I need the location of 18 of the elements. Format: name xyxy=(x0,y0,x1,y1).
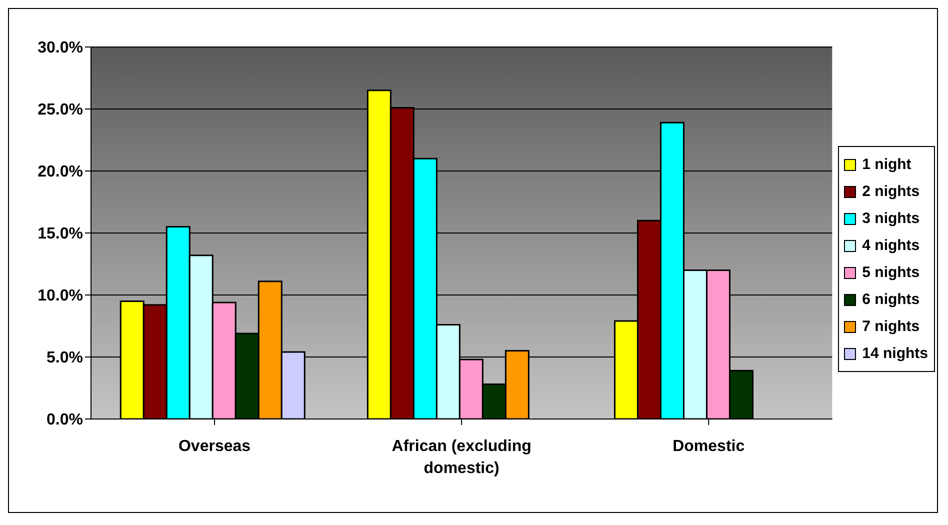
y-tick-label: 15.0% xyxy=(38,226,83,243)
y-tick-label: 10.0% xyxy=(38,288,83,305)
x-tick-label: African (excluding domestic) xyxy=(392,438,532,477)
y-tick-label: 20.0% xyxy=(38,164,83,181)
legend-label: 14 nights xyxy=(862,345,928,362)
y-tick-label: 0.0% xyxy=(46,412,83,429)
legend-label: 7 nights xyxy=(862,318,920,335)
legend-label: 5 nights xyxy=(862,264,920,281)
y-tick-label: 30.0% xyxy=(38,40,83,57)
legend-label: 3 nights xyxy=(862,210,920,227)
x-tick-label: Domestic xyxy=(672,438,745,455)
legend-label: 1 night xyxy=(862,156,912,173)
legend-label: 4 nights xyxy=(862,237,920,254)
x-tick-label: Overseas xyxy=(178,438,251,455)
y-tick-label: 5.0% xyxy=(46,350,83,367)
legend-label: 2 nights xyxy=(862,183,920,200)
legend-label: 6 nights xyxy=(862,291,920,308)
y-tick-label: 25.0% xyxy=(38,102,83,119)
